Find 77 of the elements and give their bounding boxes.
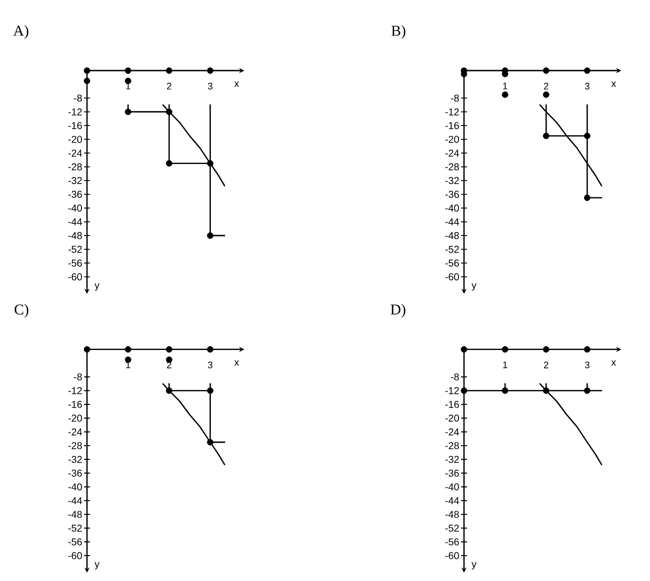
y-tick-label: -40 [68, 483, 82, 490]
y-tick-label: -28 [68, 163, 82, 170]
x-tick-label: 1 [503, 82, 508, 90]
y-tick-label: -12 [68, 108, 82, 116]
y-tick-label: -48 [68, 510, 82, 518]
y-tick-label: -8 [450, 373, 459, 380]
chart-title: B) [391, 25, 406, 39]
chart-title: D) [390, 304, 406, 318]
y-tick-label: -48 [445, 232, 459, 240]
y-axis-title: y [94, 562, 100, 570]
y-tick-label: -28 [68, 442, 82, 450]
y-tick-label: -8 [450, 94, 459, 102]
y-tick-label: -16 [68, 122, 82, 130]
y-tick-label: -52 [445, 524, 459, 532]
y-tick-label: -40 [68, 204, 82, 212]
y-tick-label: -60 [445, 273, 459, 280]
x-axis-title: x [611, 82, 616, 87]
y-tick-label: -16 [68, 400, 82, 408]
y-tick-label: -12 [68, 387, 82, 394]
y-tick-label: -24 [68, 428, 82, 436]
y-tick-label: -32 [68, 177, 82, 184]
y-tick-label: -20 [445, 136, 459, 143]
x-tick-label: 3 [584, 82, 590, 90]
x-tick-label: 3 [208, 82, 212, 90]
y-tick-label: -12 [445, 108, 459, 116]
y-tick-label: -56 [445, 538, 459, 546]
y-tick-label: -60 [68, 273, 82, 280]
x-tick-label: 2 [544, 82, 548, 90]
y-tick-label: -48 [68, 232, 82, 240]
y-tick-label: -24 [68, 150, 82, 157]
y-tick-label: -20 [68, 414, 82, 422]
x-tick-label: 2 [544, 362, 548, 368]
y-tick-label: -56 [445, 260, 459, 267]
y-tick-label: -36 [68, 470, 82, 477]
y-tick-label: -28 [445, 442, 459, 450]
x-tick-label: 3 [208, 362, 212, 368]
y-tick-label: -36 [445, 190, 459, 198]
y-axis-title: y [472, 283, 476, 291]
x-tick-label: 1 [503, 362, 508, 368]
y-tick-label: -52 [68, 246, 82, 253]
chart-title: A) [13, 25, 28, 39]
y-tick-label: -44 [445, 497, 460, 504]
y-tick-label: -16 [445, 122, 459, 130]
y-tick-label: -20 [68, 136, 82, 143]
y-axis-title: y [94, 283, 100, 291]
chart-title: C) [14, 304, 28, 318]
y-axis-title: y [472, 562, 476, 570]
y-tick-label: -20 [445, 414, 459, 422]
y-tick-label: -24 [445, 428, 460, 436]
y-tick-label: -40 [445, 483, 459, 490]
y-tick-label: -8 [74, 94, 82, 102]
y-tick-label: -56 [68, 538, 82, 546]
y-tick-label: -44 [68, 497, 82, 504]
y-tick-label: -60 [445, 552, 459, 560]
y-tick-label: -52 [68, 524, 82, 532]
y-tick-label: -12 [445, 387, 459, 394]
y-tick-label: -24 [445, 150, 460, 157]
y-tick-label: -36 [445, 470, 459, 477]
y-tick-label: -16 [445, 400, 459, 408]
x-tick-label: 3 [584, 362, 590, 368]
y-tick-label: -28 [445, 163, 459, 170]
y-tick-label: -32 [445, 456, 459, 463]
y-tick-label: -32 [68, 456, 82, 463]
y-tick-label: -44 [68, 218, 82, 226]
y-tick-label: -32 [445, 177, 459, 184]
y-tick-label: -8 [74, 373, 82, 380]
y-tick-label: -60 [68, 552, 82, 560]
y-tick-label: -56 [68, 260, 82, 267]
x-axis-title: x [234, 82, 240, 87]
y-tick-label: -52 [445, 246, 459, 253]
y-tick-label: -36 [68, 190, 82, 198]
x-axis-title: x [234, 360, 240, 366]
y-tick-label: -44 [445, 218, 460, 226]
y-tick-label: -40 [445, 204, 459, 212]
x-tick-label: 2 [166, 82, 172, 90]
x-axis-title: x [611, 360, 616, 366]
y-tick-label: -48 [445, 510, 459, 518]
